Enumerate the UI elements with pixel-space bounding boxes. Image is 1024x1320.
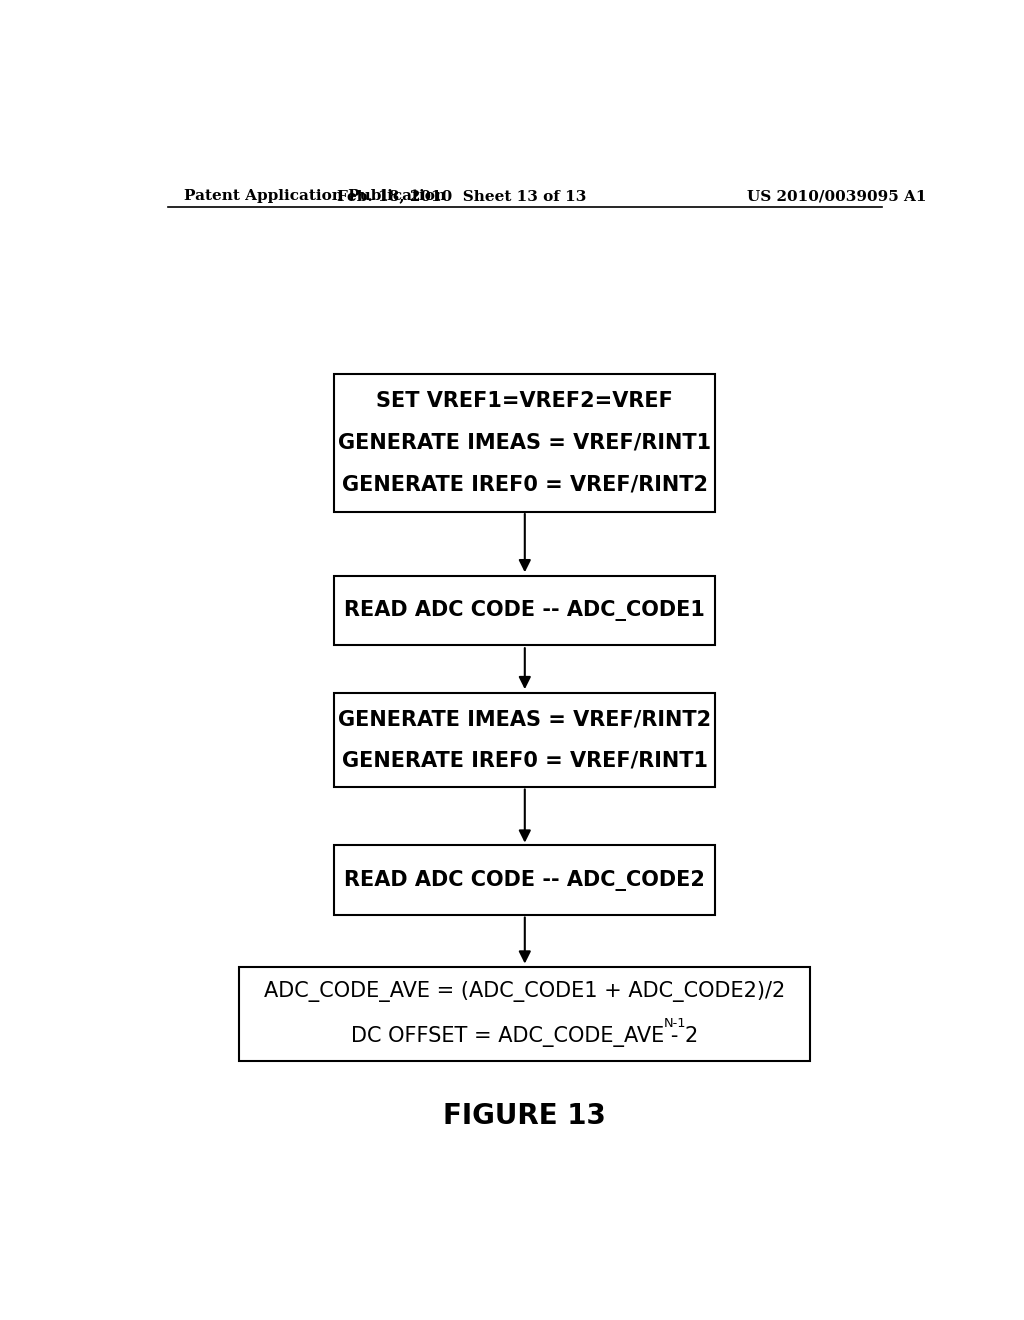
Text: Feb. 18, 2010  Sheet 13 of 13: Feb. 18, 2010 Sheet 13 of 13 xyxy=(337,189,586,203)
Text: US 2010/0039095 A1: US 2010/0039095 A1 xyxy=(748,189,927,203)
Text: SET VREF1=VREF2=VREF: SET VREF1=VREF2=VREF xyxy=(377,392,673,412)
Text: Patent Application Publication: Patent Application Publication xyxy=(183,189,445,203)
Bar xyxy=(334,375,715,512)
Text: READ ADC CODE -- ADC_CODE1: READ ADC CODE -- ADC_CODE1 xyxy=(344,601,706,622)
Text: FIGURE 13: FIGURE 13 xyxy=(443,1102,606,1130)
Text: GENERATE IREF0 = VREF/RINT2: GENERATE IREF0 = VREF/RINT2 xyxy=(342,475,708,495)
Text: READ ADC CODE -- ADC_CODE2: READ ADC CODE -- ADC_CODE2 xyxy=(344,870,706,891)
Text: GENERATE IMEAS = VREF/RINT1: GENERATE IMEAS = VREF/RINT1 xyxy=(338,433,712,453)
Bar xyxy=(334,576,715,645)
Text: N-1: N-1 xyxy=(664,1016,686,1030)
Bar xyxy=(334,846,715,915)
Text: GENERATE IREF0 = VREF/RINT1: GENERATE IREF0 = VREF/RINT1 xyxy=(342,750,708,771)
Text: DC OFFSET = ADC_CODE_AVE - 2: DC OFFSET = ADC_CODE_AVE - 2 xyxy=(351,1026,698,1047)
Text: ADC_CODE_AVE = (ADC_CODE1 + ADC_CODE2)/2: ADC_CODE_AVE = (ADC_CODE1 + ADC_CODE2)/2 xyxy=(264,981,785,1002)
Bar xyxy=(240,968,811,1061)
Bar xyxy=(334,693,715,787)
Text: GENERATE IMEAS = VREF/RINT2: GENERATE IMEAS = VREF/RINT2 xyxy=(338,709,712,729)
